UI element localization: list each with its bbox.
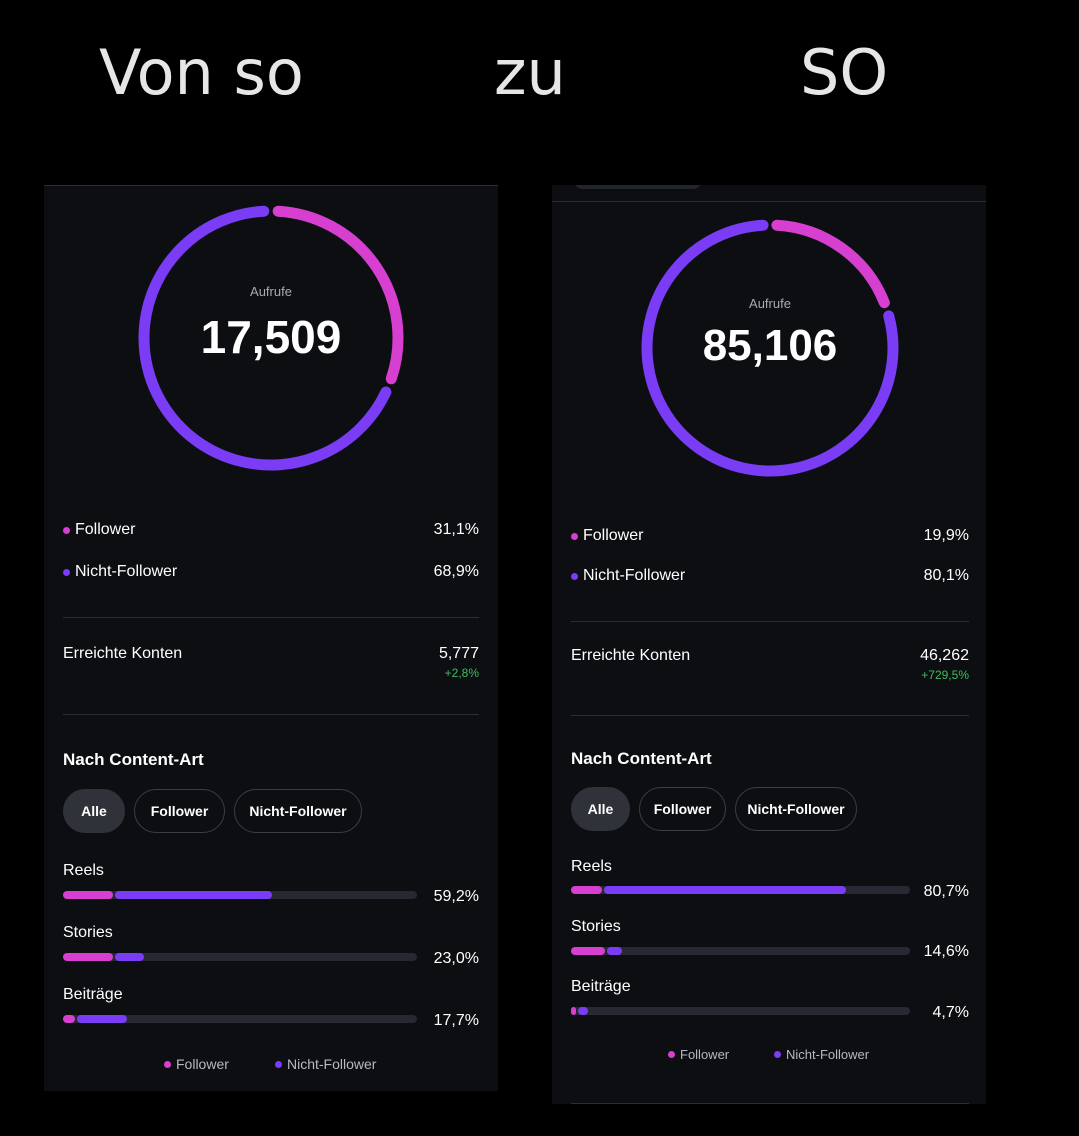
- donut-segment-follower: [771, 219, 890, 309]
- content-type-bar: [63, 1015, 417, 1023]
- content-type-pct: 17,7%: [433, 1012, 479, 1029]
- views-value: 85,106: [702, 321, 838, 370]
- donut-ring: [641, 219, 899, 477]
- bar-segment-non-follower: [603, 886, 846, 894]
- views-value: 17,509: [200, 311, 342, 363]
- reached-accounts-value: 5,777: [438, 645, 479, 662]
- bar-segment-follower: [571, 947, 605, 955]
- non-follower-dot-icon: [774, 1051, 781, 1058]
- filter-non-follower-button[interactable]: Nicht-Follower: [735, 787, 857, 831]
- views-label: Aufrufe: [749, 296, 791, 311]
- non-follower-dot-icon: [571, 572, 578, 580]
- section-title-content-type: Nach Content-Art: [571, 749, 712, 768]
- follower-dot-icon: [63, 526, 70, 534]
- content-type-bar: [571, 886, 910, 894]
- divider: [552, 201, 986, 202]
- views-donut-chart: Aufrufe 17,509: [136, 203, 406, 473]
- content-type-pct: 14,6%: [923, 943, 969, 960]
- reached-accounts[interactable]: Erreichte Konten 46,262 +729,5%: [571, 647, 969, 687]
- reached-accounts-label: Erreichte Konten: [571, 647, 691, 664]
- bar-segment-non-follower: [578, 1007, 588, 1015]
- donut-segment-follower: [272, 205, 404, 385]
- bar-segment-non-follower: [606, 947, 622, 955]
- caption-middle: zu: [494, 36, 566, 109]
- divider: [571, 715, 969, 716]
- insights-panel-before: Aufrufe 17,509 Follower 31,1% Nicht-Foll…: [44, 185, 498, 1091]
- donut-segment-non-follower: [138, 205, 392, 471]
- content-type-pct: 4,7%: [932, 1004, 969, 1021]
- non-follower-share-row: Nicht-Follower 68,9%: [63, 563, 479, 581]
- legend-follower: Follower: [164, 1056, 229, 1072]
- legend-follower: Follower: [668, 1047, 729, 1062]
- reached-accounts[interactable]: Erreichte Konten 5,777 +2,8%: [63, 645, 479, 685]
- reached-accounts-delta: +2,8%: [444, 666, 479, 680]
- caption-left: Von so: [99, 36, 304, 109]
- filter-all-button[interactable]: Alle: [63, 789, 125, 833]
- legend-non-follower: Nicht-Follower: [774, 1047, 869, 1062]
- follower-label: Follower: [75, 521, 136, 538]
- non-follower-share-row: Nicht-Follower 80,1%: [571, 567, 969, 585]
- content-type-bar: [63, 953, 417, 961]
- non-follower-label: Nicht-Follower: [75, 563, 178, 580]
- follower-pct: 19,9%: [923, 527, 969, 544]
- content-type-pct: 23,0%: [433, 950, 479, 967]
- divider: [571, 621, 969, 622]
- follower-share-row: Follower 31,1%: [63, 521, 479, 539]
- content-type-pct: 80,7%: [923, 883, 969, 900]
- section-title-content-type: Nach Content-Art: [63, 750, 204, 769]
- bar-segment-non-follower: [114, 953, 145, 961]
- filter-non-follower-button[interactable]: Nicht-Follower: [234, 789, 362, 833]
- donut-segment-non-follower: [641, 219, 899, 477]
- views-donut-chart: Aufrufe 85,106: [639, 217, 901, 479]
- filter-follower-button[interactable]: Follower: [134, 789, 225, 833]
- reached-accounts-delta: +729,5%: [921, 668, 969, 682]
- divider: [63, 617, 479, 618]
- reached-accounts-value: 46,262: [920, 647, 969, 664]
- follower-dot-icon: [571, 532, 578, 540]
- divider: [63, 714, 479, 715]
- follower-label: Follower: [583, 527, 644, 544]
- follower-dot-icon: [164, 1060, 171, 1068]
- views-label: Aufrufe: [250, 284, 292, 299]
- bar-segment-follower: [63, 953, 113, 961]
- content-type-label: Stories: [571, 918, 621, 935]
- non-follower-pct: 68,9%: [433, 563, 479, 580]
- reached-accounts-label: Erreichte Konten: [63, 645, 183, 662]
- divider: [571, 1103, 969, 1104]
- filter-all-button[interactable]: Alle: [571, 787, 630, 831]
- follower-pct: 31,1%: [433, 521, 479, 538]
- non-follower-dot-icon: [275, 1060, 282, 1068]
- insights-panel-after: Aufrufe 85,106 Follower 19,9% Nicht-Foll…: [552, 185, 986, 1104]
- filter-follower-button[interactable]: Follower: [639, 787, 726, 831]
- caption-right: SO: [800, 36, 889, 109]
- legend-non-follower: Nicht-Follower: [275, 1056, 376, 1072]
- bar-segment-follower: [63, 891, 113, 899]
- content-type-bar: [571, 947, 910, 955]
- bar-segment-follower: [571, 1007, 577, 1015]
- bar-segment-follower: [63, 1015, 76, 1023]
- content-type-bar: [63, 891, 417, 899]
- content-type-pct: 59,2%: [433, 888, 479, 905]
- tab-pill[interactable]: [574, 185, 702, 189]
- content-type-label: Stories: [63, 924, 113, 941]
- content-type-label: Reels: [571, 858, 612, 875]
- content-type-bar: [571, 1007, 910, 1015]
- non-follower-pct: 80,1%: [923, 567, 969, 584]
- content-type-label: Beiträge: [571, 978, 631, 995]
- non-follower-dot-icon: [63, 568, 70, 576]
- bar-segment-non-follower: [77, 1015, 127, 1023]
- follower-dot-icon: [668, 1051, 675, 1058]
- follower-share-row: Follower 19,9%: [571, 527, 969, 545]
- donut-ring: [138, 205, 404, 471]
- non-follower-label: Nicht-Follower: [583, 567, 686, 584]
- bar-segment-non-follower: [114, 891, 272, 899]
- content-type-label: Reels: [63, 862, 104, 879]
- content-type-label: Beiträge: [63, 986, 123, 1003]
- bar-segment-follower: [571, 886, 602, 894]
